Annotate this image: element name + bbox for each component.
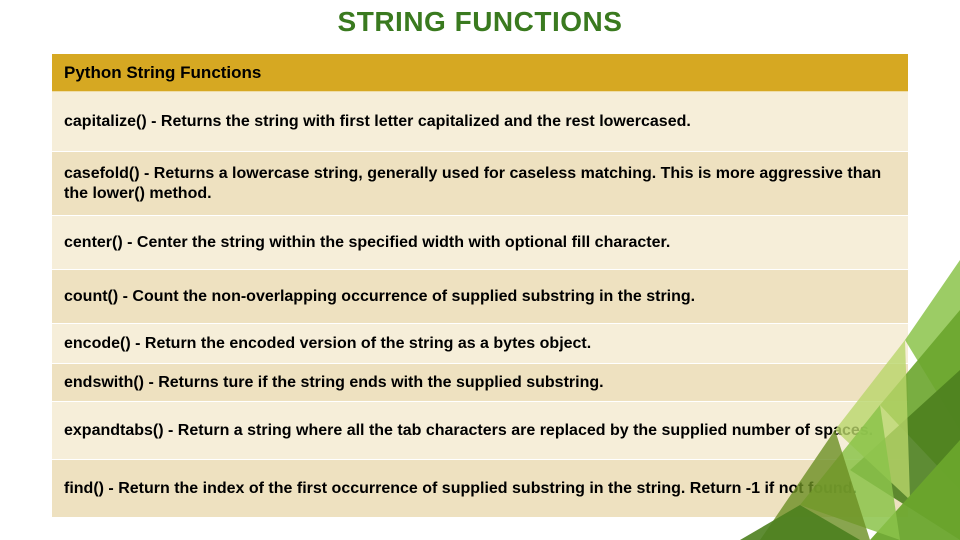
- functions-table: Python String Functions capitalize() - R…: [52, 54, 908, 518]
- table-row: capitalize() - Returns the string with f…: [52, 92, 908, 152]
- slide-title: STRING FUNCTIONS: [0, 6, 960, 38]
- table-header: Python String Functions: [52, 54, 908, 92]
- table-row: expandtabs() - Return a string where all…: [52, 402, 908, 460]
- table-row: center() - Center the string within the …: [52, 216, 908, 270]
- slide: STRING FUNCTIONS Python String Functions…: [0, 0, 960, 540]
- table-row: casefold() - Returns a lowercase string,…: [52, 152, 908, 216]
- table-row: find() - Return the index of the first o…: [52, 460, 908, 518]
- table-row: encode() - Return the encoded version of…: [52, 324, 908, 364]
- table-row: endswith() - Returns ture if the string …: [52, 364, 908, 402]
- table-row: count() - Count the non-overlapping occu…: [52, 270, 908, 324]
